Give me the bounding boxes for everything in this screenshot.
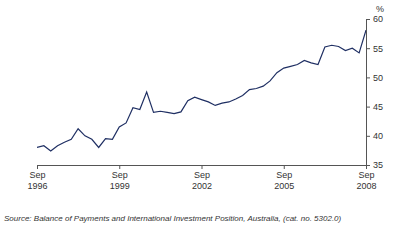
tick-label: 45 [373, 102, 383, 112]
source-note: Source: Balance of Payments and Internat… [4, 214, 342, 223]
tick-mark [366, 136, 370, 137]
tick-mark [202, 165, 203, 169]
tick: 55 [366, 44, 383, 54]
tick-mark [37, 165, 38, 169]
tick-label: 50 [373, 73, 383, 83]
tick-mark [366, 165, 367, 169]
axis-title: % [376, 4, 384, 14]
line [37, 30, 366, 151]
chart: 35 40 45 50 55 60% Sep1996 Sep1999 Sep2002 Sep200… [0, 0, 397, 227]
tick: 60 [366, 14, 383, 24]
tick-label: Sep2008 [356, 170, 376, 190]
tick: 45 [366, 102, 383, 112]
x-axis: Sep1996 Sep1999 Sep2002 Sep2005 Sep2008 [27, 165, 376, 191]
tick: Sep1996 [27, 165, 47, 191]
tick-label: Sep1996 [27, 170, 47, 190]
tick-label: 60 [373, 14, 383, 24]
axis-line [38, 166, 367, 170]
tick: Sep1999 [110, 165, 130, 191]
y-axis: 35 40 45 50 55 60 [366, 14, 383, 170]
tick-mark [366, 48, 370, 49]
tick: Sep2005 [274, 165, 294, 191]
plot-area [37, 30, 366, 151]
tick: 35 [366, 160, 383, 170]
tick: Sep2008 [356, 165, 376, 191]
tick-label: Sep1999 [110, 170, 130, 190]
tick-label: Sep2005 [274, 170, 294, 190]
tick-label: Sep2002 [192, 170, 212, 190]
tick-mark [284, 165, 285, 169]
tick-label: 35 [373, 160, 383, 170]
tick-label: 55 [373, 44, 383, 54]
tick-mark [366, 19, 370, 20]
tick: 50 [366, 73, 383, 83]
tick-mark [366, 77, 370, 78]
tick-label: 40 [373, 131, 383, 141]
tick: 40 [366, 131, 383, 141]
tick: Sep2002 [192, 165, 212, 191]
tick-mark [366, 107, 370, 108]
axis-line [367, 20, 371, 166]
tick-mark [119, 165, 120, 169]
